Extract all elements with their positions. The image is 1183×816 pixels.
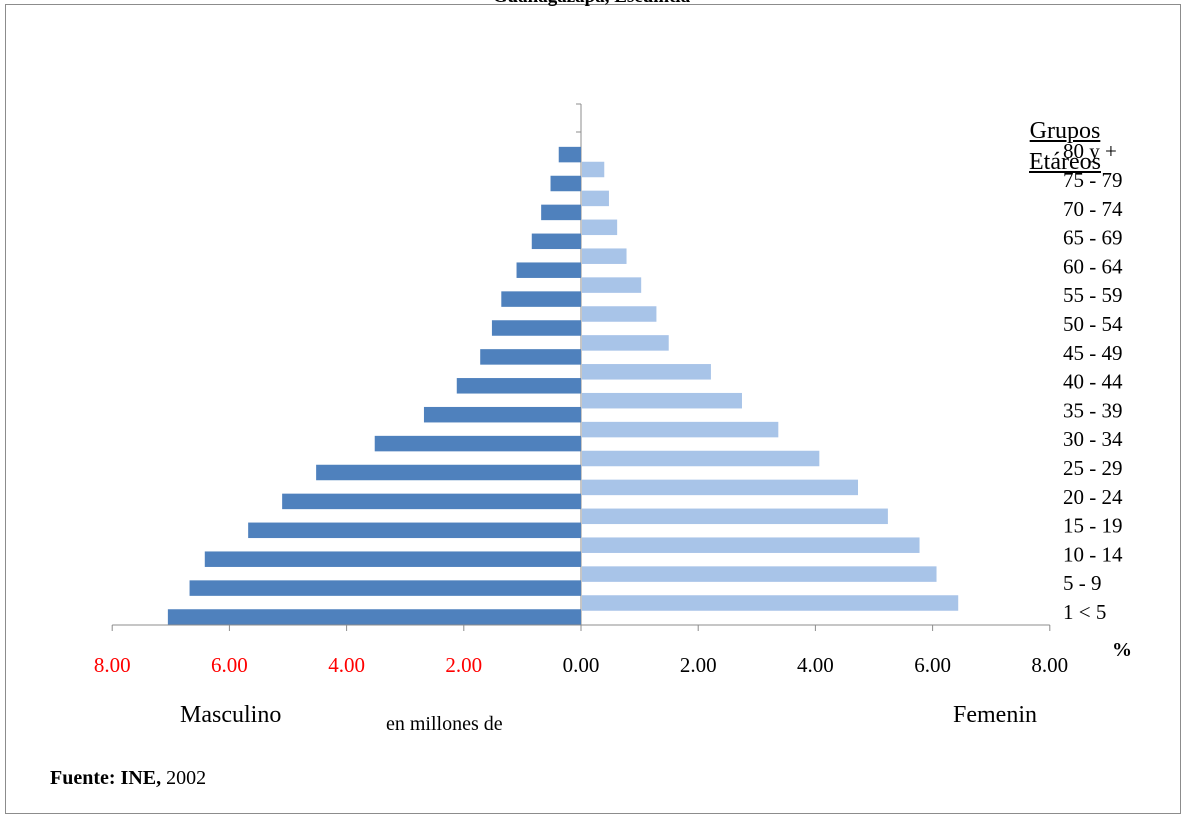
bar-femenino	[582, 450, 820, 467]
age-group-label: 40 - 44	[1063, 370, 1123, 394]
x-tick-label: 8.00	[94, 653, 131, 677]
bar-femenino	[582, 161, 605, 178]
x-tick-label: 2.00	[680, 653, 717, 677]
bar-femenino	[582, 508, 888, 525]
female-side-label: Femenin	[953, 702, 1037, 728]
bar-femenino	[582, 595, 959, 611]
x-tick-label: 2.00	[445, 653, 482, 677]
chart-title: Guanagazapa, Escuintla	[0, 0, 1183, 8]
age-group-label: 30 - 34	[1063, 427, 1123, 451]
bar-masculino	[501, 291, 581, 307]
bar-femenino	[582, 219, 618, 236]
bar-masculino	[516, 262, 581, 278]
age-group-label: 25 - 29	[1063, 456, 1123, 480]
age-group-label: 70 - 74	[1063, 197, 1123, 221]
age-group-label: 80 y +	[1063, 139, 1117, 163]
source-label: Fuente: INE,	[50, 767, 162, 789]
legend-title: Grupos Etáreos	[1029, 118, 1101, 175]
x-tick-label: 0.00	[563, 653, 600, 677]
bar-femenino	[582, 306, 657, 322]
age-group-label: 65 - 69	[1063, 226, 1123, 250]
bar-masculino	[204, 551, 581, 567]
bar-femenino	[582, 421, 779, 438]
age-group-label: 20 - 24	[1063, 485, 1123, 509]
source-note: Fuente: INE, 2002	[50, 767, 206, 790]
bar-femenino	[582, 392, 742, 409]
x-tick-label: 8.00	[1031, 653, 1068, 677]
bar-femenino	[582, 190, 609, 207]
age-group-label: 50 - 54	[1063, 312, 1123, 336]
bar-femenino	[582, 335, 669, 351]
x-tick-label: 6.00	[914, 653, 951, 677]
age-group-label: 45 - 49	[1063, 341, 1123, 365]
bar-masculino	[558, 146, 581, 163]
bar-masculino	[189, 580, 581, 596]
bar-masculino	[456, 378, 581, 394]
source-year: 2002	[166, 767, 207, 789]
age-group-label: 10 - 14	[1063, 542, 1123, 566]
bar-masculino	[550, 175, 581, 192]
age-group-label: 1 < 5	[1063, 600, 1106, 624]
bar-masculino	[374, 435, 581, 452]
bar-masculino	[316, 464, 581, 481]
bar-masculino	[531, 233, 581, 250]
bar-femenino	[582, 566, 937, 582]
bar-femenino	[582, 277, 642, 293]
bar-femenino	[582, 364, 711, 380]
x-tick-label: 6.00	[211, 653, 248, 677]
bar-masculino	[491, 320, 581, 336]
bar-masculino	[282, 493, 581, 510]
bar-masculino	[167, 609, 581, 625]
chart-frame	[5, 4, 1181, 814]
age-group-label: 60 - 64	[1063, 254, 1123, 278]
age-group-label: 5 - 9	[1063, 571, 1102, 595]
units-label: en millones de	[386, 713, 503, 735]
bar-masculino	[541, 204, 581, 221]
age-group-label: 55 - 59	[1063, 283, 1123, 307]
x-axis-unit: %	[1112, 639, 1132, 661]
age-group-label: 75 - 79	[1063, 168, 1123, 192]
bar-femenino	[582, 537, 920, 553]
bar-masculino	[480, 349, 581, 365]
x-tick-label: 4.00	[797, 653, 834, 677]
male-side-label: Masculino	[180, 702, 282, 728]
age-group-label: 15 - 19	[1063, 514, 1123, 538]
bar-femenino	[582, 479, 859, 496]
bar-femenino	[582, 248, 627, 264]
bar-masculino	[248, 522, 582, 539]
age-group-label: 35 - 39	[1063, 398, 1123, 422]
x-tick-label: 4.00	[328, 653, 365, 677]
bar-masculino	[423, 406, 581, 423]
